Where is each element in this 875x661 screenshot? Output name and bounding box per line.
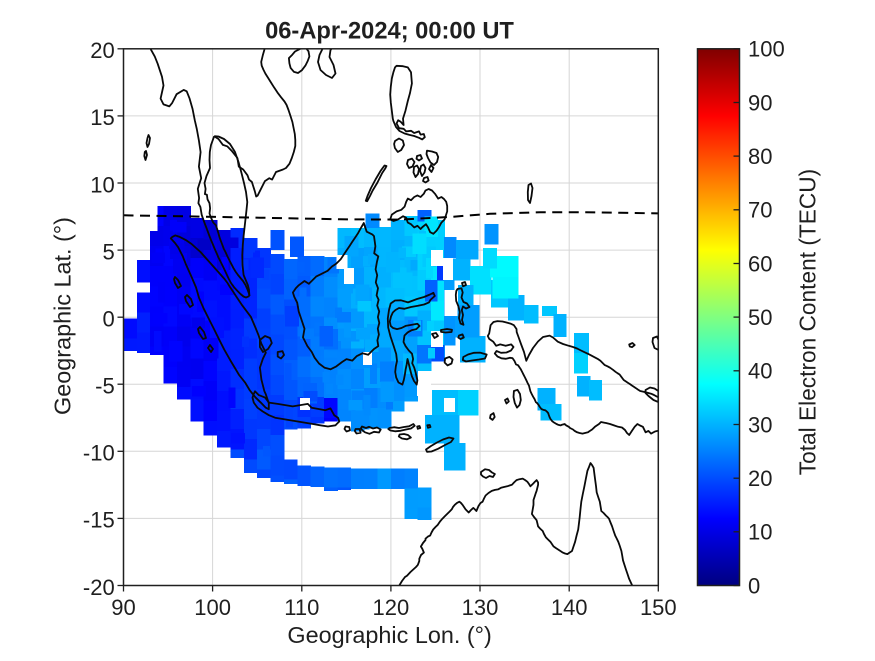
svg-text:80: 80: [748, 144, 772, 169]
svg-text:60: 60: [748, 251, 772, 276]
svg-text:20: 20: [748, 466, 772, 491]
svg-text:-15: -15: [83, 508, 115, 533]
svg-text:06-Apr-2024; 00:00 UT: 06-Apr-2024; 00:00 UT: [265, 19, 514, 45]
svg-text:0: 0: [102, 307, 114, 332]
svg-text:Geographic Lon. (°): Geographic Lon. (°): [287, 622, 491, 648]
svg-text:70: 70: [748, 198, 772, 223]
svg-text:10: 10: [748, 520, 772, 545]
svg-text:0: 0: [748, 573, 760, 598]
svg-text:30: 30: [748, 412, 772, 437]
svg-text:110: 110: [284, 595, 319, 620]
svg-text:140: 140: [551, 595, 588, 620]
svg-text:90: 90: [111, 595, 135, 620]
svg-text:Geographic Lat. (°): Geographic Lat. (°): [50, 217, 76, 415]
svg-text:10: 10: [90, 172, 114, 197]
svg-text:100: 100: [748, 37, 785, 62]
svg-text:15: 15: [90, 105, 114, 130]
svg-text:-20: -20: [83, 575, 115, 600]
svg-text:-10: -10: [83, 441, 115, 466]
svg-text:120: 120: [373, 595, 410, 620]
svg-text:40: 40: [748, 359, 772, 384]
svg-text:5: 5: [102, 239, 114, 264]
svg-text:100: 100: [194, 595, 231, 620]
svg-text:Total Electron Content (TECU): Total Electron Content (TECU): [795, 169, 821, 475]
svg-text:150: 150: [640, 595, 677, 620]
svg-text:130: 130: [462, 595, 499, 620]
svg-text:50: 50: [748, 305, 772, 330]
svg-text:-5: -5: [95, 374, 115, 399]
svg-text:90: 90: [748, 90, 772, 115]
svg-text:20: 20: [90, 38, 114, 63]
